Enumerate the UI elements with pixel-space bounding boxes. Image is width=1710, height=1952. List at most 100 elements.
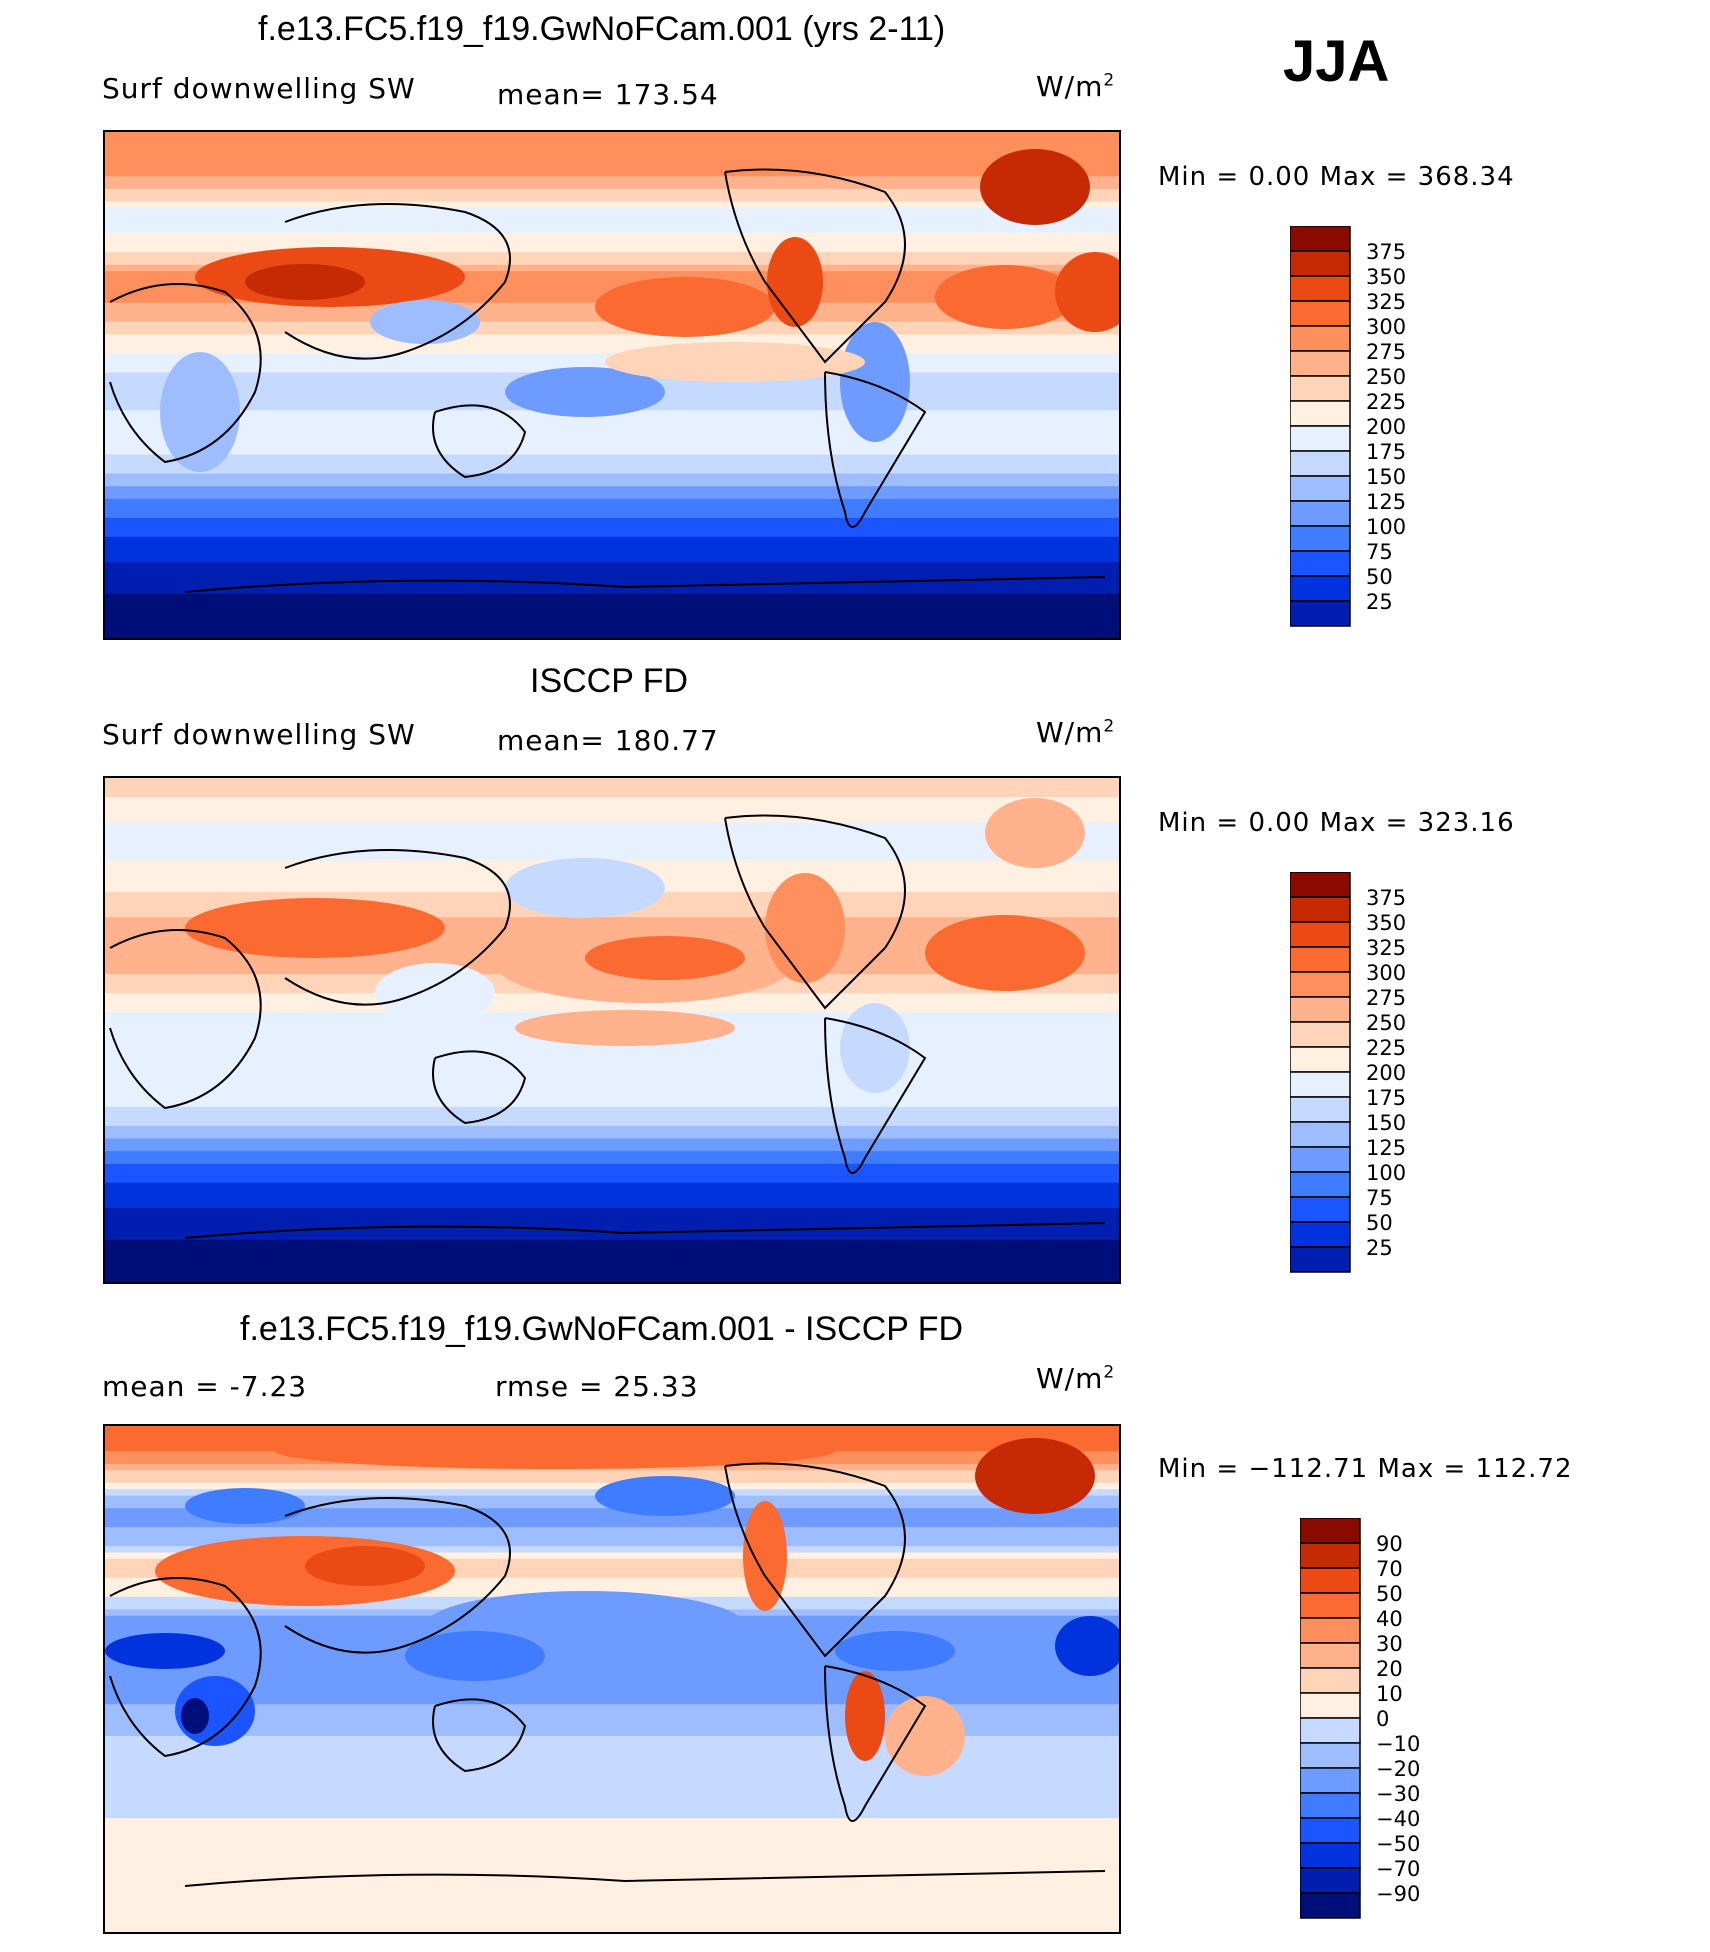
zonal-band (105, 163, 1119, 171)
zonal-band (105, 1239, 1119, 1247)
zonal-band (105, 1005, 1119, 1013)
zonal-band (105, 796, 1119, 805)
panel-2-title: ISCCP FD (530, 662, 689, 700)
zonal-band (105, 1277, 1119, 1282)
zonal-band (105, 157, 1119, 165)
colorbar-tick-label: −10 (1376, 1732, 1420, 1756)
zonal-band (105, 524, 1119, 532)
zonal-band (105, 1106, 1119, 1115)
colorbar-tick-label: 70 (1376, 1557, 1403, 1581)
zonal-band (105, 999, 1119, 1007)
zonal-band (105, 1887, 1119, 1895)
zonal-band (105, 1767, 1119, 1775)
zonal-band (105, 1132, 1119, 1140)
colorbar-tick-label: −40 (1376, 1807, 1420, 1831)
colorbar-tick-label: 175 (1366, 440, 1406, 464)
panel-2-variable: Surf downwelling SW (102, 718, 416, 751)
colorbar-swatch (1290, 971, 1351, 998)
zonal-band (105, 1119, 1119, 1127)
panel-1-title: f.e13.FC5.f19_f19.GwNoFCam.001 (yrs 2-11… (258, 10, 946, 48)
colorbar-swatch (1290, 425, 1351, 452)
zonal-band (105, 448, 1119, 456)
zonal-band (105, 1685, 1119, 1693)
zonal-band (105, 1894, 1119, 1902)
colorbar-swatch (1290, 1021, 1351, 1048)
zonal-band (105, 182, 1119, 190)
panel-1-map (103, 130, 1121, 640)
colorbar-swatch (1290, 896, 1351, 923)
colorbar-tick-label: 225 (1366, 390, 1406, 414)
zonal-band (105, 581, 1119, 589)
zonal-band (105, 549, 1119, 557)
colorbar-swatch (1290, 1146, 1351, 1173)
zonal-band (105, 1271, 1119, 1279)
zonal-band (105, 1265, 1119, 1273)
colorbar-tick-label: −70 (1376, 1857, 1420, 1881)
zonal-band (105, 1558, 1119, 1566)
colorbar-tick-label: 125 (1366, 1136, 1406, 1160)
zonal-band (105, 1830, 1119, 1838)
zonal-band (105, 258, 1119, 266)
zonal-band (105, 853, 1119, 862)
zonal-band (105, 1426, 1119, 1434)
colorbar-tick-label: 10 (1376, 1682, 1403, 1706)
zonal-band (105, 1849, 1119, 1857)
zonal-band (105, 1868, 1119, 1876)
zonal-band (105, 1748, 1119, 1756)
colorbar-tick-label: 100 (1366, 515, 1406, 539)
zonal-band (105, 233, 1119, 241)
zonal-band (105, 1824, 1119, 1832)
zonal-band (105, 1508, 1119, 1516)
zonal-band (105, 1233, 1119, 1241)
zonal-band (105, 1227, 1119, 1235)
zonal-band (105, 847, 1119, 855)
zonal-band (105, 220, 1119, 228)
colorbar-tick-label: 50 (1366, 1211, 1393, 1235)
panel-2-units: W/m2 (1036, 716, 1116, 749)
zonal-band (105, 1862, 1119, 1870)
zonal-band (105, 1252, 1119, 1260)
zonal-band (105, 1182, 1119, 1190)
zonal-band (105, 226, 1119, 235)
zonal-band (105, 517, 1119, 525)
zonal-band (105, 138, 1119, 146)
colorbar-tick-label: 200 (1366, 415, 1406, 439)
zonal-band (105, 1780, 1119, 1788)
colorbar-swatch (1300, 1518, 1361, 1544)
zonal-band (105, 803, 1119, 811)
colorbar-tick-label: 20 (1376, 1657, 1403, 1681)
zonal-band (105, 176, 1119, 184)
zonal-band (105, 1856, 1119, 1864)
colorbar-swatch (1300, 1767, 1361, 1794)
panel-2-map-svg (105, 778, 1119, 1282)
zonal-band (105, 1723, 1119, 1731)
zonal-band (105, 1900, 1119, 1908)
colorbar-tick-label: 90 (1376, 1532, 1403, 1556)
colorbar-tick-label: 200 (1366, 1061, 1406, 1085)
colorbar-tick-label: 250 (1366, 1011, 1406, 1035)
zonal-band (105, 1176, 1119, 1184)
colorbar-swatch (1290, 921, 1351, 948)
colorbar-swatch (1290, 350, 1351, 377)
colorbar-swatch (1290, 1246, 1351, 1273)
colorbar-tick-label: 275 (1366, 340, 1406, 364)
panel-3-map (103, 1424, 1121, 1934)
zonal-band (105, 1246, 1119, 1254)
zonal-band (105, 1906, 1119, 1914)
colorbar-tick-label: 25 (1366, 1236, 1393, 1260)
zonal-band (105, 271, 1119, 279)
zonal-band (105, 1660, 1119, 1668)
zonal-band (105, 555, 1119, 563)
colorbar-swatch (1290, 996, 1351, 1023)
zonal-band (105, 1843, 1119, 1851)
panel-2-coastlines (109, 814, 1106, 1239)
colorbar-swatch (1300, 1642, 1361, 1669)
zonal-band (105, 587, 1119, 595)
zonal-band (105, 1539, 1119, 1547)
zonal-band (105, 574, 1119, 582)
zonal-band (105, 479, 1119, 488)
zonal-band (105, 1913, 1119, 1921)
zonal-band (105, 188, 1119, 197)
zonal-band (105, 1125, 1119, 1134)
